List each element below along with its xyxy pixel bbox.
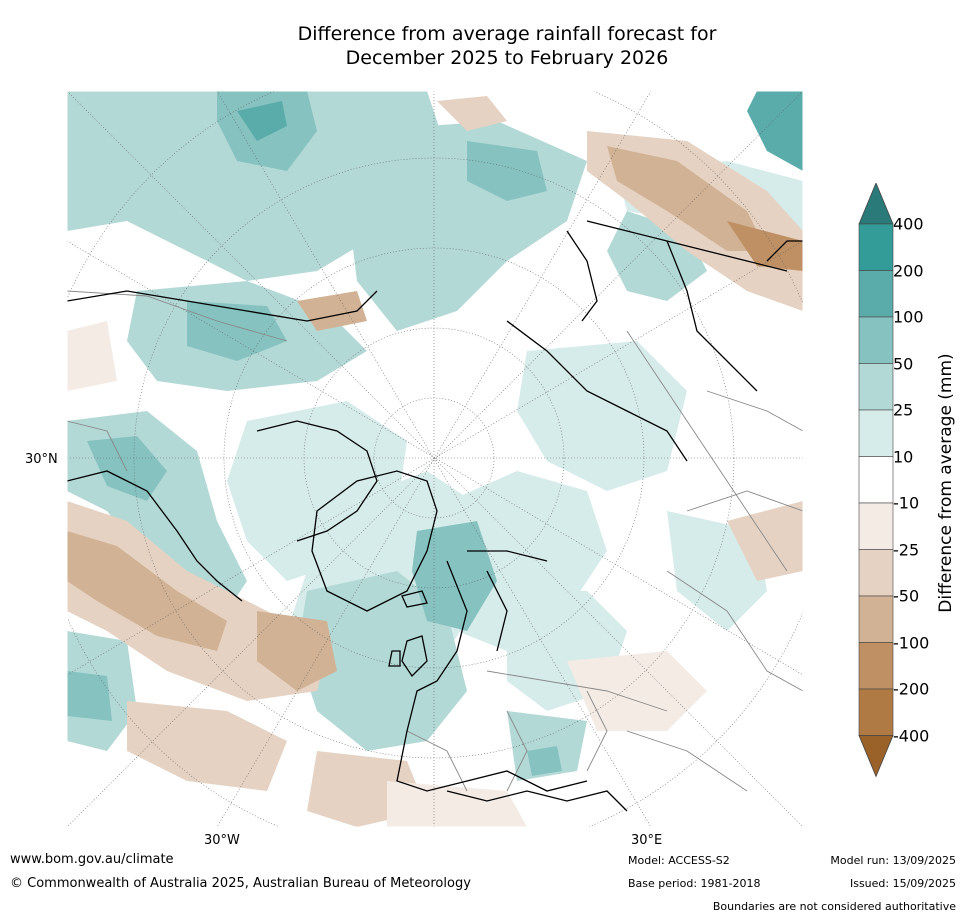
dry-region-india-north xyxy=(727,501,803,581)
europe-coastline xyxy=(396,550,588,792)
colorbar-band xyxy=(858,270,894,318)
dry-region-bering-north xyxy=(437,96,507,131)
colorbar-band xyxy=(858,502,894,550)
kamchatka xyxy=(566,230,598,322)
rainfall-map[interactable] xyxy=(67,91,803,827)
model-name: Model: ACCESS-S2 xyxy=(628,854,730,867)
graticule xyxy=(67,91,803,827)
wet-region-north-atlantic xyxy=(297,571,467,751)
wet-region-aleutian xyxy=(237,101,287,141)
colorbar-band xyxy=(858,456,894,504)
wet-region-alaska-core xyxy=(187,301,287,361)
dry-region-bering-strait xyxy=(297,291,367,331)
colorbar-extend-min xyxy=(858,735,894,778)
dry-anomaly-regions xyxy=(67,96,803,827)
colorbar-tick-label: -10 xyxy=(893,493,920,513)
colorbar-tick-label: -50 xyxy=(893,586,920,606)
dry-region-us-southwest-core xyxy=(67,531,227,651)
north-america-coastline xyxy=(67,290,378,602)
title-line-2: December 2025 to February 2026 xyxy=(345,47,669,69)
wet-region-arctic-russia xyxy=(517,341,687,491)
copyright-notice: © Commonwealth of Australia 2025, Austra… xyxy=(10,876,471,891)
dry-region-north-africa xyxy=(387,781,527,827)
colorbar xyxy=(858,181,965,783)
colorbar-tick-label: 50 xyxy=(893,354,914,373)
colorbar-tick-label: 100 xyxy=(893,307,924,327)
dry-region-mid-atlantic xyxy=(257,611,337,691)
colorbar-band xyxy=(858,363,894,411)
colorbar-tick-label: 200 xyxy=(893,261,924,280)
colorbar-title: Difference from average (mm) xyxy=(936,353,956,613)
wet-region-canada-west-core xyxy=(87,436,167,501)
colorbar-graphic xyxy=(858,181,894,778)
wet-region-atlantic-sw-core xyxy=(67,671,112,721)
colorbar-band xyxy=(858,316,894,364)
wet-region-mediterranean xyxy=(507,711,587,781)
model-run-date: Model run: 13/09/2025 xyxy=(830,854,956,867)
colorbar-tick-label: 400 xyxy=(893,214,924,234)
dry-region-north-pacific-core xyxy=(607,146,767,251)
colorbar-band xyxy=(858,409,894,457)
colorbar-band xyxy=(858,549,894,597)
issued-date: Issued: 15/09/2025 xyxy=(849,877,956,890)
map-title: Difference from average rainfall forecas… xyxy=(0,22,965,70)
british-isles xyxy=(388,635,428,678)
dry-region-mideast xyxy=(567,651,707,731)
title-line-1: Difference from average rainfall forecas… xyxy=(297,23,717,45)
lon-label-30w: 30°W xyxy=(204,833,240,848)
colorbar-band xyxy=(858,642,894,690)
boundaries-disclaimer: Boundaries are not considered authoritat… xyxy=(712,900,956,913)
website-link[interactable]: www.bom.gov.au/climate xyxy=(10,852,174,867)
colorbar-tick-label: -100 xyxy=(893,633,930,652)
wet-region-bering-core xyxy=(467,141,547,201)
colorbar-tick-label: -200 xyxy=(893,679,930,699)
colorbar-extend-max xyxy=(858,181,894,225)
greenland xyxy=(311,470,438,612)
lat-label-30n: 30°N xyxy=(25,452,58,467)
map-canvas xyxy=(67,91,803,827)
colorbar-tick-label: 10 xyxy=(893,447,914,466)
japan-coast xyxy=(766,240,803,262)
colorbar-band xyxy=(858,595,894,643)
colorbar-tick-label: -25 xyxy=(893,540,920,559)
base-period: Base period: 1981-2018 xyxy=(628,877,761,890)
country-borders xyxy=(67,290,803,792)
dry-region-gulf xyxy=(127,701,287,791)
colorbar-tick-label: -400 xyxy=(893,726,930,745)
wet-region-norwegian-sea xyxy=(412,521,497,631)
coastlines xyxy=(67,220,803,812)
dry-region-west-pacific-ne xyxy=(67,321,117,391)
colorbar-tick-label: 25 xyxy=(893,400,914,420)
asia-coastline xyxy=(506,220,788,462)
iceland xyxy=(401,590,428,608)
colorbar-band xyxy=(858,223,894,271)
lon-label-30e: 30°E xyxy=(631,833,663,848)
dry-region-japan xyxy=(727,221,803,271)
mediterranean-coast xyxy=(446,790,628,812)
colorbar-band xyxy=(858,688,894,736)
wet-region-far-east xyxy=(747,91,803,171)
wet-region-east-med xyxy=(527,746,562,776)
